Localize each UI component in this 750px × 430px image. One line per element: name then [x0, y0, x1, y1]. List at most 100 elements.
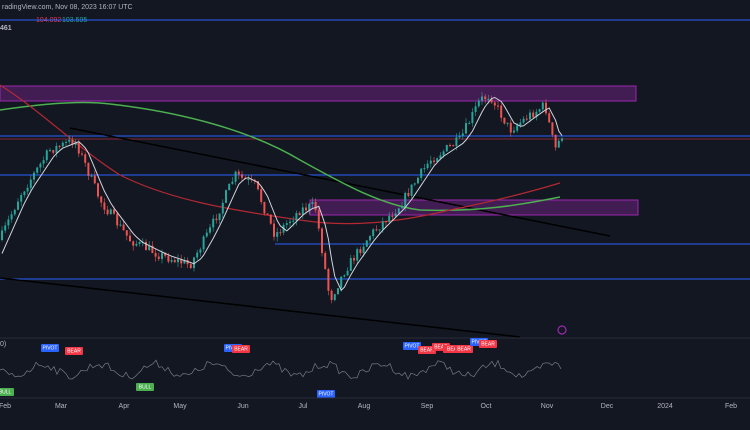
- candle-body: [356, 249, 359, 261]
- signal-label: BEAR: [481, 341, 495, 347]
- candle-body: [237, 171, 240, 175]
- candle-body: [554, 134, 557, 148]
- candle-body: [26, 187, 29, 192]
- candle-body: [461, 133, 464, 136]
- candle-body: [58, 145, 61, 147]
- candle-body: [477, 100, 480, 107]
- candle-body: [372, 229, 375, 237]
- x-axis-label: Jun: [237, 403, 248, 410]
- candle-body: [193, 257, 195, 269]
- candle-body: [20, 195, 23, 202]
- candle-body: [97, 183, 99, 197]
- candle-body: [308, 204, 311, 211]
- candle-body: [257, 181, 259, 190]
- candle-body: [1, 230, 3, 240]
- signal-label: BEA: [447, 346, 458, 352]
- candle-body: [391, 215, 394, 217]
- candle-body: [365, 240, 368, 247]
- candle-body: [538, 109, 541, 112]
- candle-body: [529, 112, 531, 120]
- candle-body: [557, 140, 560, 148]
- candle-body: [209, 227, 211, 233]
- candles: [1, 92, 563, 304]
- candle-body: [103, 202, 106, 210]
- candle-body: [241, 174, 243, 178]
- candle-body: [321, 228, 323, 254]
- candle-body: [132, 241, 135, 246]
- candle-body: [541, 102, 544, 110]
- candle-body: [138, 242, 141, 244]
- candle-body: [401, 206, 403, 209]
- candle-body: [481, 96, 483, 101]
- signal-label: BEAR: [434, 344, 448, 350]
- candle-body: [436, 158, 439, 162]
- candle-body: [545, 102, 547, 114]
- candle-body: [29, 179, 32, 188]
- moving-average: [0, 101, 561, 212]
- x-axis-label: Oct: [481, 403, 492, 410]
- moving-average: [1, 96, 563, 292]
- x-axis-label: Dec: [601, 403, 614, 410]
- signal-label: PIVOT: [42, 345, 57, 351]
- oscillator: [0, 359, 562, 380]
- candle-body: [234, 171, 237, 182]
- icon: [557, 325, 567, 335]
- signal-badge: [0, 388, 14, 396]
- candle-body: [292, 220, 295, 222]
- candle-body: [90, 175, 93, 177]
- candle-body: [87, 162, 90, 176]
- candle-body: [167, 255, 170, 262]
- candle-body: [561, 138, 563, 141]
- candle-body: [17, 201, 19, 210]
- candle-body: [487, 98, 490, 100]
- candle-body: [548, 113, 551, 123]
- zone-box: [0, 85, 637, 102]
- x-axis-label: Feb: [0, 403, 11, 410]
- candle-body: [474, 106, 477, 112]
- signal-badge: [479, 340, 497, 348]
- candle-body: [497, 105, 499, 107]
- candle-body: [359, 249, 362, 253]
- candle-body: [225, 190, 227, 203]
- candle-body: [77, 141, 80, 154]
- candle-body: [407, 192, 410, 197]
- signal-badge: [65, 347, 83, 355]
- candle-body: [509, 122, 512, 133]
- candle-body: [490, 98, 493, 103]
- candle-body: [449, 145, 451, 147]
- candle-body: [295, 212, 298, 221]
- candle-body: [340, 276, 343, 289]
- candle-body: [445, 145, 448, 152]
- candle-body: [493, 102, 496, 106]
- candle-body: [484, 96, 487, 100]
- candle-body: [337, 288, 339, 295]
- candle-body: [513, 130, 515, 133]
- candle-body: [417, 177, 419, 184]
- x-axis-label: Sep: [421, 403, 434, 410]
- candle-body: [266, 213, 269, 215]
- candle-body: [468, 123, 471, 125]
- candle-body: [285, 223, 288, 225]
- candle-body: [433, 160, 435, 162]
- candle-body: [276, 232, 279, 237]
- candle-body: [218, 213, 221, 221]
- signal-label: PIVOT: [318, 391, 333, 397]
- candle-body: [532, 112, 535, 118]
- candle-body: [420, 168, 423, 178]
- x-axis-label: Nov: [541, 403, 554, 410]
- candle-body: [346, 270, 349, 276]
- candle-body: [506, 122, 509, 124]
- candle-body: [522, 118, 525, 123]
- x-axis: Feb Mar Apr May Jun Jul Aug Sep Oct Nov Dec 2024 Feb: [0, 403, 737, 410]
- candle-body: [465, 123, 467, 134]
- candle-body: [378, 229, 381, 231]
- candle-body: [148, 245, 151, 251]
- candle-body: [205, 232, 208, 237]
- candle-body: [519, 122, 522, 126]
- candle-body: [301, 207, 304, 216]
- candle-body: [228, 183, 231, 191]
- candle-body: [503, 117, 506, 124]
- candle-body: [349, 258, 352, 271]
- candle-body: [500, 105, 503, 118]
- candle-body: [39, 163, 42, 168]
